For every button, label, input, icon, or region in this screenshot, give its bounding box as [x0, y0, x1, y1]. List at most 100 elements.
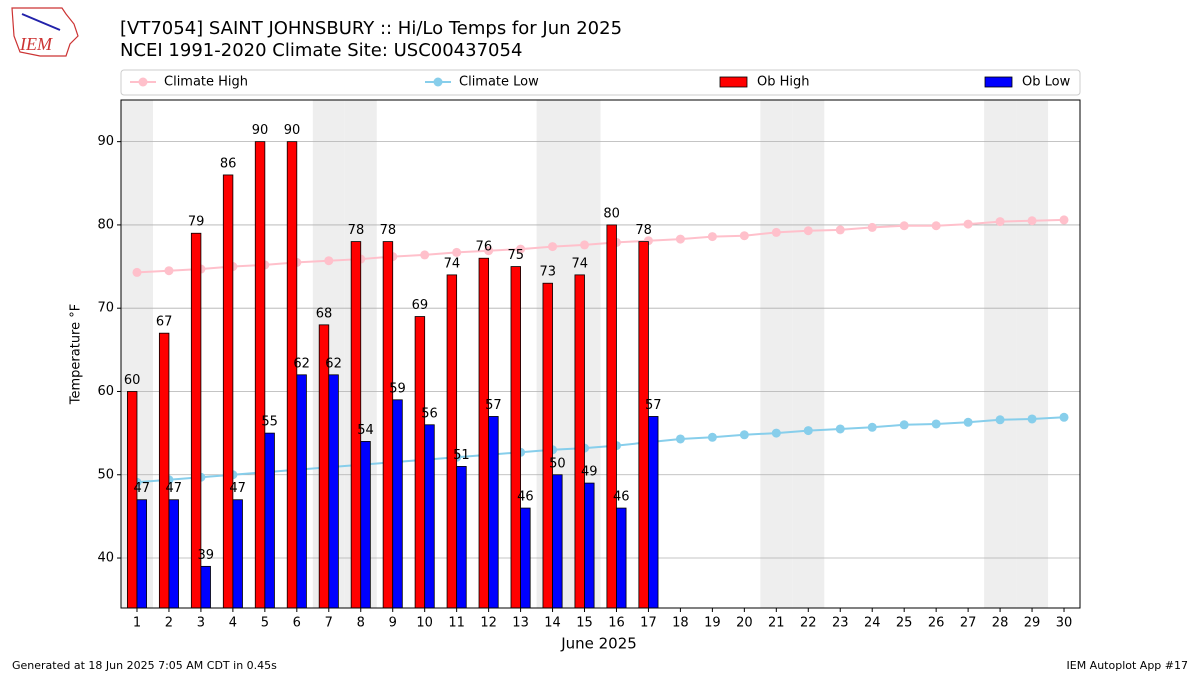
data-label: 75: [508, 248, 525, 263]
x-tick-label: 22: [800, 616, 817, 631]
bar: [264, 432, 275, 608]
chart-title: [VT7054] SAINT JOHNSBURY :: Hi/Lo Temps …: [120, 18, 622, 39]
legend-label: Climate Low: [459, 75, 539, 90]
chart-subtitle: NCEI 1991-2020 Climate Site: USC00437054: [120, 40, 522, 61]
x-tick-label: 14: [544, 616, 561, 631]
data-label: 46: [613, 490, 630, 505]
x-tick-label: 8: [357, 616, 365, 631]
x-tick-label: 19: [704, 616, 721, 631]
legend-label: Ob Low: [1022, 75, 1071, 90]
data-label: 74: [571, 256, 588, 271]
x-tick-label: 30: [1056, 616, 1073, 631]
line-point: [803, 426, 813, 436]
data-label: 62: [325, 356, 342, 371]
line-point: [132, 267, 142, 277]
x-tick-label: 16: [608, 616, 625, 631]
line-point: [675, 434, 685, 444]
bar: [136, 499, 147, 608]
line-point: [867, 222, 877, 232]
line-point: [931, 419, 941, 429]
bar: [168, 499, 179, 608]
data-label: 59: [389, 381, 406, 396]
x-tick-label: 23: [832, 616, 849, 631]
y-tick-label: 60: [97, 384, 114, 399]
line-point: [1027, 414, 1037, 424]
line-point: [995, 415, 1005, 425]
line-point: [580, 240, 590, 250]
data-label: 55: [261, 415, 278, 430]
data-label: 47: [229, 481, 246, 496]
bar: [200, 565, 211, 608]
bar: [542, 282, 553, 608]
legend-marker: [433, 77, 443, 87]
weekend-band: [1016, 100, 1049, 608]
data-label: 68: [316, 306, 333, 321]
data-label: 54: [357, 423, 374, 438]
data-label: 39: [197, 548, 214, 563]
x-tick-label: 29: [1024, 616, 1041, 631]
line-point: [867, 422, 877, 432]
line-point: [548, 242, 558, 252]
line-point: [739, 231, 749, 241]
x-tick-label: 10: [416, 616, 433, 631]
line-point: [835, 424, 845, 434]
x-tick-label: 9: [389, 616, 397, 631]
data-label: 46: [517, 490, 534, 505]
line-point: [771, 227, 781, 237]
bar: [520, 507, 531, 608]
x-tick-label: 4: [229, 616, 237, 631]
data-label: 74: [444, 256, 461, 271]
data-label: 73: [539, 265, 556, 280]
line-point: [675, 234, 685, 244]
bar: [382, 241, 394, 608]
line-point: [803, 226, 813, 236]
x-tick-label: 11: [448, 616, 465, 631]
line-point: [835, 225, 845, 235]
data-label: 90: [284, 123, 301, 138]
bar: [158, 332, 170, 608]
bar: [456, 466, 467, 608]
data-label: 67: [156, 315, 173, 330]
data-label: 56: [421, 406, 438, 421]
x-tick-label: 25: [896, 616, 913, 631]
data-label: 76: [476, 240, 493, 255]
bar: [424, 424, 435, 608]
line-point: [931, 221, 941, 231]
line-point: [771, 428, 781, 438]
legend-label: Ob High: [757, 75, 810, 90]
y-tick-label: 40: [97, 551, 114, 566]
data-label: 69: [412, 298, 429, 313]
bar: [488, 416, 499, 608]
line-point: [1059, 215, 1069, 225]
data-label: 80: [603, 206, 620, 221]
bar: [616, 507, 627, 608]
bar: [414, 316, 426, 608]
line-point: [995, 217, 1005, 227]
legend-label: Climate High: [164, 75, 248, 90]
weekend-band: [760, 100, 793, 608]
bar: [232, 499, 243, 608]
data-label: 78: [348, 223, 365, 238]
data-label: 78: [635, 223, 652, 238]
logo: IEM: [11, 7, 79, 57]
data-label: 78: [380, 223, 397, 238]
line-point: [707, 232, 717, 242]
plot-frame: [120, 99, 1081, 609]
weekend-band: [792, 100, 825, 608]
line-point: [899, 420, 909, 430]
line-point: [963, 219, 973, 229]
marks: [126, 141, 1069, 608]
x-tick-label: 21: [768, 616, 785, 631]
data-label: 57: [645, 398, 662, 413]
x-tick-label: 17: [640, 616, 657, 631]
data-label: 60: [124, 373, 141, 388]
bar: [126, 391, 138, 608]
bar: [360, 441, 371, 608]
line-point: [516, 244, 526, 254]
x-tick-label: 6: [293, 616, 301, 631]
x-tick-label: 7: [325, 616, 333, 631]
bar: [510, 266, 521, 608]
bar: [574, 274, 585, 608]
line-point: [324, 256, 334, 266]
data-label: 86: [220, 156, 237, 171]
